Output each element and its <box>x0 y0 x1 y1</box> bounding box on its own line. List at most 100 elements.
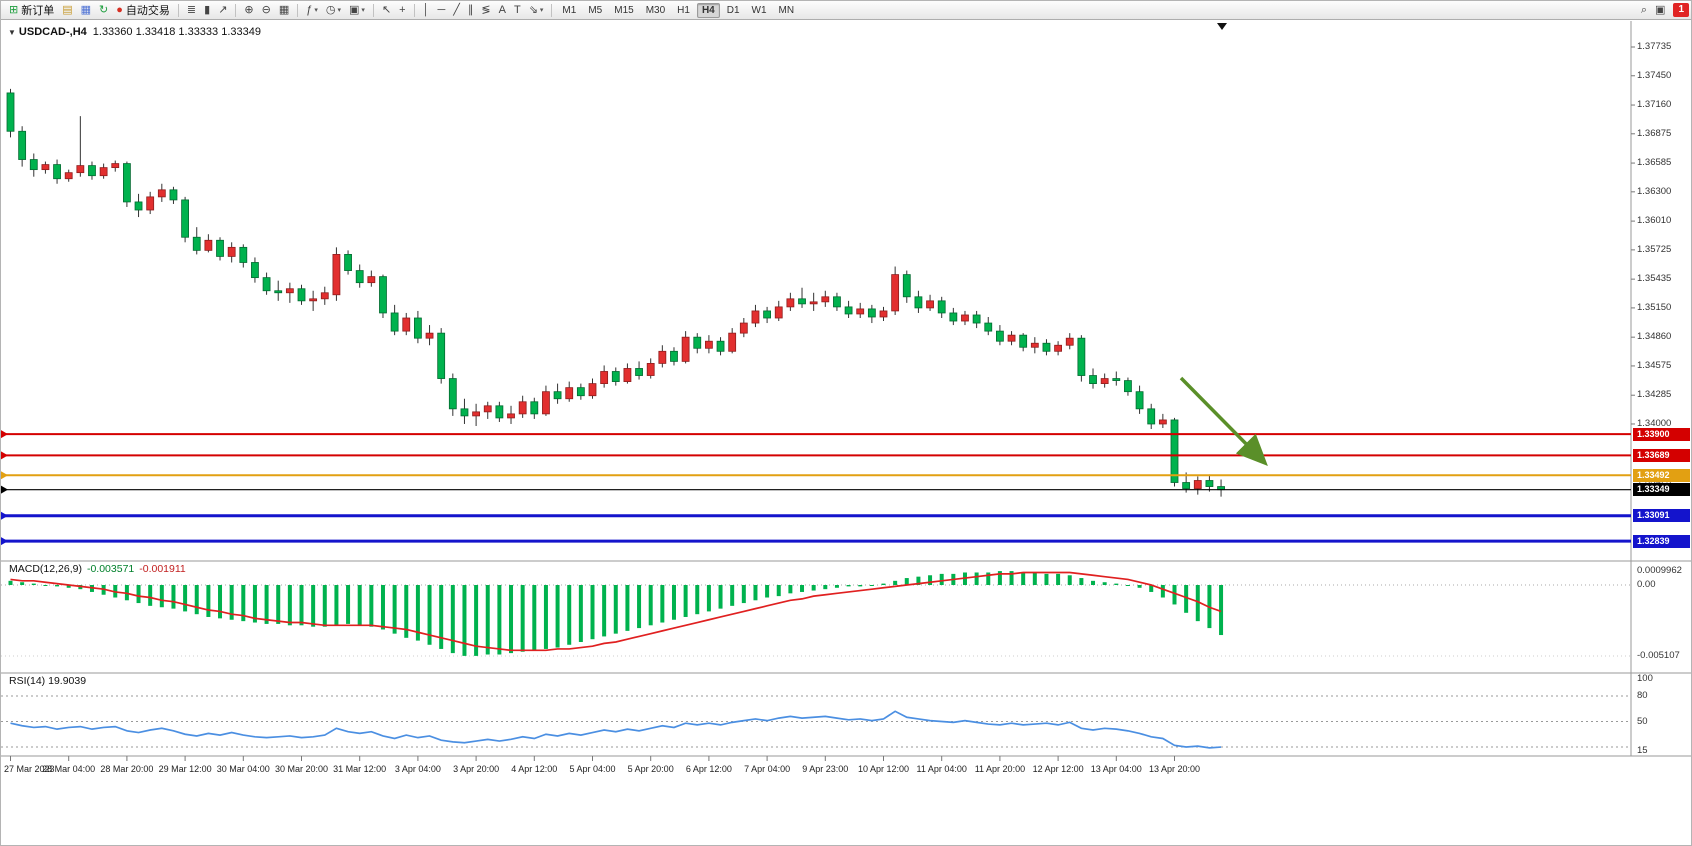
candle <box>902 274 911 298</box>
macd-histogram-bar <box>800 585 805 592</box>
line-chart-button[interactable]: ↗ <box>215 2 230 18</box>
candle <box>1065 337 1074 346</box>
annotation-arrow[interactable] <box>1179 376 1268 466</box>
date-label: 12 Apr 12:00 <box>1032 764 1084 774</box>
macd-histogram-bar <box>1160 585 1165 598</box>
macd-histogram-bar <box>194 585 199 615</box>
crosshair-button[interactable]: + <box>396 2 408 18</box>
macd-histogram-bar <box>811 585 816 591</box>
tile-windows-button[interactable]: ▦ <box>276 2 292 18</box>
macd-histogram-bar <box>834 585 839 588</box>
timeframe-button-m5[interactable]: M5 <box>588 4 603 16</box>
macd-histogram-bar <box>264 585 269 624</box>
macd-histogram-bar <box>648 585 653 626</box>
macd-histogram-bar <box>1102 582 1107 585</box>
macd-histogram-bar <box>578 585 583 642</box>
channel-button[interactable]: ∥ <box>465 2 477 18</box>
candle <box>1158 419 1167 425</box>
macd-histogram-bar <box>683 585 688 617</box>
macd-histogram-bar <box>485 585 490 655</box>
expert-button[interactable]: ▣ <box>1652 2 1668 18</box>
indicators-button[interactable]: ƒ ▾ <box>303 2 321 18</box>
chevron-down-icon[interactable]: ▼ <box>8 28 16 37</box>
zoom-out-icon: ⊖ <box>261 4 271 16</box>
candle <box>134 201 143 211</box>
autotrade-button-label: 自动交易 <box>125 5 170 17</box>
arrows-button[interactable]: ⇘ ▾ <box>526 2 547 18</box>
timeframe-button-h4[interactable]: H4 <box>696 2 720 18</box>
candle <box>332 254 341 296</box>
zoom-in-button[interactable]: ⊕ <box>241 2 256 18</box>
candle <box>123 163 131 203</box>
market-watch-button[interactable]: ▤ <box>59 2 75 18</box>
candle <box>1193 480 1202 489</box>
zoom-out-button[interactable]: ⊖ <box>259 2 274 18</box>
macd-scale-label: 0.0009962 <box>1637 565 1682 576</box>
rsi-line <box>10 710 1222 749</box>
timeframe-button-m30[interactable]: M30 <box>645 4 666 16</box>
bar-chart-button[interactable]: ≣ <box>184 2 199 18</box>
charts-window-button[interactable]: ▦ <box>78 2 94 18</box>
macd-histogram-bar <box>706 585 711 612</box>
label-button[interactable]: T <box>511 2 524 18</box>
candle <box>1077 337 1086 376</box>
candlestick-chart-button[interactable]: ▮ <box>201 2 213 18</box>
candle <box>542 391 550 415</box>
timeframe-button-mn[interactable]: MN <box>778 4 795 16</box>
candle <box>1089 375 1097 385</box>
date-label: 28 Mar 04:00 <box>42 764 96 774</box>
macd-histogram-bar <box>1021 572 1026 585</box>
candle <box>460 408 469 417</box>
candle <box>658 350 667 364</box>
candle <box>856 308 865 315</box>
price-tick-label: 1.34285 <box>1637 389 1672 401</box>
macd-histogram-bar <box>427 585 432 645</box>
chart-shift-marker[interactable] <box>1217 23 1227 30</box>
macd-histogram-bar <box>1056 573 1061 585</box>
macd-signal-value: -0.001911 <box>139 563 186 575</box>
timeframe-button-m1[interactable]: M1 <box>562 4 577 16</box>
macd-histogram-bar <box>637 585 642 629</box>
arrows-icon: ⇘ <box>528 4 538 16</box>
autotrade-button[interactable]: ● 自动交易 <box>113 2 173 18</box>
rsi-name: RSI(14) <box>9 675 46 687</box>
trendline-button[interactable]: ╱ <box>450 2 463 18</box>
cursor-button[interactable]: ↖ <box>379 2 394 18</box>
macd-histogram-bar <box>543 585 548 649</box>
new-order-button[interactable]: ⊞ 新订单 <box>6 2 57 18</box>
macd-histogram-bar <box>218 585 223 619</box>
templates-icon: ▣ <box>349 4 360 16</box>
vertical-line-button[interactable]: │ <box>420 2 433 18</box>
timeframe-button-d1[interactable]: D1 <box>726 4 740 16</box>
refresh-button[interactable]: ↻ <box>96 2 111 18</box>
macd-histogram-bar <box>380 585 385 630</box>
candle <box>390 312 399 332</box>
search-button[interactable]: ⌕ <box>1638 2 1650 18</box>
candle <box>565 387 574 400</box>
candle <box>798 298 806 305</box>
horizontal-line-icon: ─ <box>437 4 446 16</box>
toolbar: ⊞ 新订单 ▤ ▦ ↻ ● 自动交易 ≣ ▮ ↗ ⊕ ⊖ ▦ ƒ ▾ ◷ ▾ ▣ ▾ ↖ + │ ─ ╱ ∥ ≶ A T ⇘ ▾ M1 M5 M… <box>1 1 1691 20</box>
templates-button[interactable]: ▣ ▾ <box>346 2 368 18</box>
horizontal-line-button[interactable]: ─ <box>434 2 448 18</box>
fibonacci-button[interactable]: ≶ <box>478 2 493 18</box>
text-button[interactable]: A <box>496 2 509 18</box>
periods-button[interactable]: ◷ ▾ <box>323 2 344 18</box>
timeframe-button-m15[interactable]: M15 <box>614 4 634 16</box>
candle <box>961 314 969 322</box>
expert-icon: ▣ <box>1655 4 1666 16</box>
timeframe-button-w1[interactable]: W1 <box>751 4 767 16</box>
candle <box>1135 391 1144 410</box>
timeframe-button-h1[interactable]: H1 <box>677 4 690 16</box>
alert-badge[interactable]: 1 <box>1673 3 1689 17</box>
vertical-line-icon: │ <box>422 4 430 16</box>
macd-histogram-bar <box>509 585 514 654</box>
macd-histogram-bar <box>520 585 525 652</box>
macd-histogram-bar <box>997 571 1002 585</box>
search-icon: ⌕ <box>1640 4 1648 16</box>
macd-histogram-bar <box>916 576 921 585</box>
candle <box>41 164 50 171</box>
candle <box>320 292 329 300</box>
macd-histogram-bar <box>183 585 188 612</box>
